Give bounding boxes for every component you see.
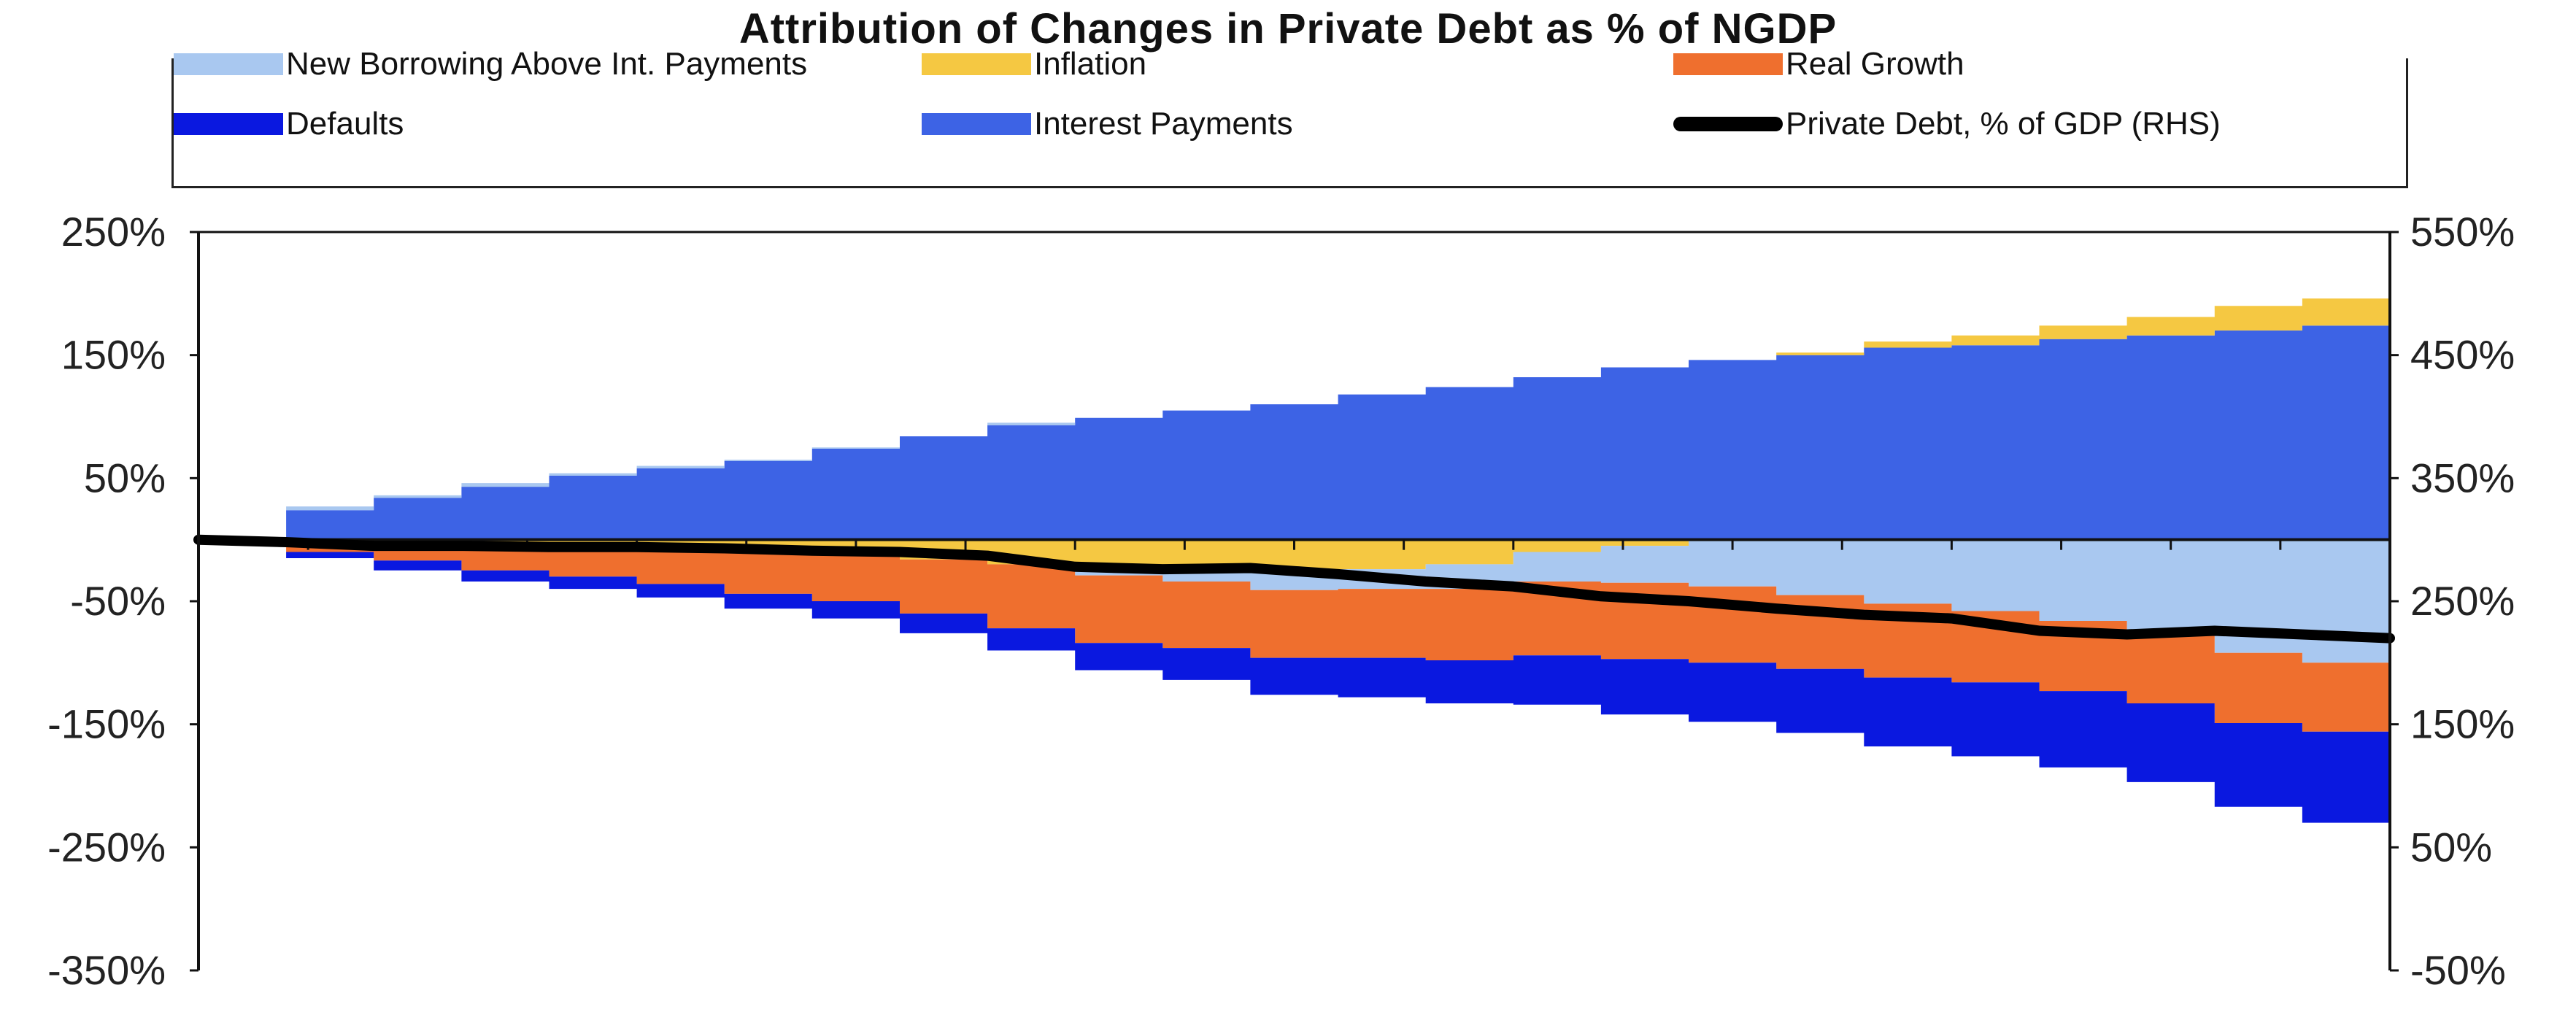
right-tick-label: 150% [2410,701,2515,747]
area-defaults [198,539,2390,845]
zero-line-group [198,538,2390,550]
legend-item-real-growth: Real Growth [1673,42,1964,86]
legend-label-interest-payments: Interest Payments [1034,106,1293,142]
legend: New Borrowing Above Int. Payments Inflat… [171,46,2408,188]
legend-label-inflation: Inflation [1034,46,1147,82]
left-tick-label: -50% [70,578,166,624]
legend-item-private-debt: Private Debt, % of GDP (RHS) [1673,102,2221,146]
legend-swatch-inflation [922,53,1031,75]
right-tick-label: 550% [2410,209,2515,255]
right-tick-label: 250% [2410,578,2515,624]
left-tick-label: -250% [47,824,166,870]
line-private-debt [193,534,2395,644]
right-tick-label: 450% [2410,332,2515,378]
legend-label-private-debt: Private Debt, % of GDP (RHS) [1786,106,2221,142]
area-real-growth [198,539,2390,746]
right-tick-label: 50% [2410,824,2492,870]
left-tick-label: 250% [61,209,166,255]
legend-swatch-real-growth [1673,53,1783,75]
legend-item-interest-payments: Interest Payments [922,102,1293,146]
chart-title: Attribution of Changes in Private Debt a… [739,5,1837,53]
legend-item-new-borrowing: New Borrowing Above Int. Payments [174,42,807,86]
legend-label-real-growth: Real Growth [1786,46,1964,82]
axes-group [190,231,2399,972]
legend-swatch-new-borrowing [174,53,283,75]
legend-item-defaults: Defaults [174,102,404,146]
legend-swatch-private-debt [1673,117,1783,131]
legend-swatch-interest-payments [922,113,1031,135]
left-tick-label: 50% [84,455,166,501]
left-axis-tick-labels: 250% 150% 50% -50% -150% -250% -350% [47,209,166,993]
private-debt-line-group [193,534,2395,644]
right-axis-tick-labels: 550% 450% 350% 250% 150% 50% -50% [2410,209,2515,993]
right-tick-label: 350% [2410,455,2515,501]
legend-swatch-defaults [174,113,283,135]
legend-label-defaults: Defaults [286,106,404,142]
area-inflation [198,298,2390,572]
left-tick-label: -350% [47,947,166,993]
left-tick-label: 150% [61,332,166,378]
left-tick-label: -150% [47,701,166,747]
legend-item-inflation: Inflation [922,42,1146,86]
area-interest-payments [198,325,2390,540]
right-tick-label: -50% [2410,947,2506,993]
legend-label-new-borrowing: New Borrowing Above Int. Payments [286,46,808,82]
